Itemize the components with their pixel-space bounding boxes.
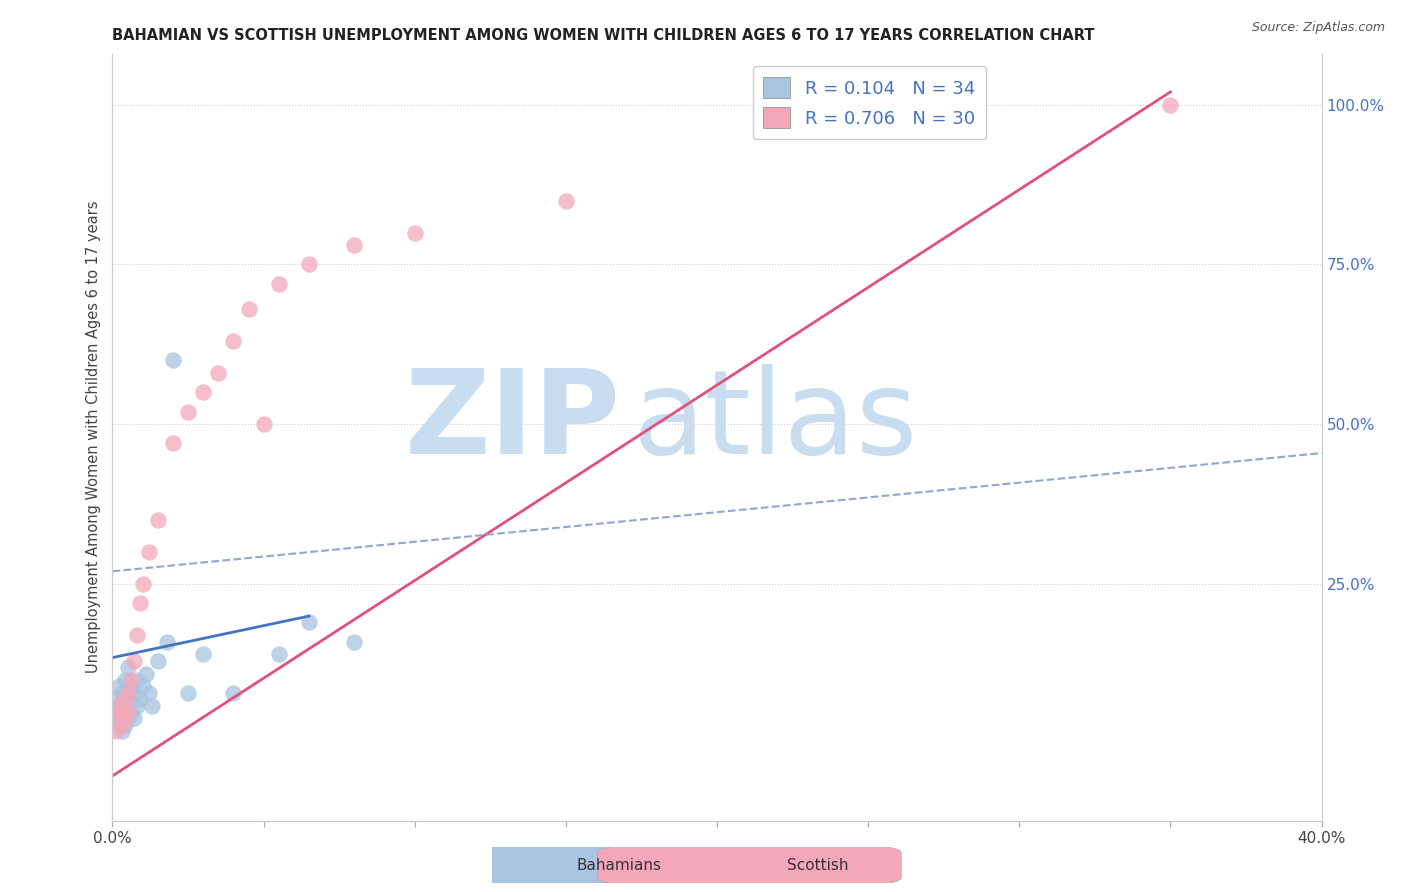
Point <box>138 545 160 559</box>
Point <box>120 673 142 687</box>
Point <box>114 692 136 706</box>
Point <box>267 648 290 662</box>
FancyBboxPatch shape <box>387 842 690 888</box>
Point <box>138 686 160 700</box>
Point <box>948 117 970 131</box>
Point <box>120 680 142 694</box>
Point <box>238 302 260 317</box>
Point <box>1159 97 1181 112</box>
Point <box>104 711 127 725</box>
Point <box>191 385 214 400</box>
Point <box>110 686 132 700</box>
Text: Source: ZipAtlas.com: Source: ZipAtlas.com <box>1251 21 1385 34</box>
Point <box>404 226 426 240</box>
Point <box>125 628 148 642</box>
Point <box>114 711 136 725</box>
Legend: R = 0.104   N = 34, R = 0.706   N = 30: R = 0.104 N = 34, R = 0.706 N = 30 <box>752 66 986 139</box>
Point <box>177 404 200 418</box>
Point <box>114 717 136 731</box>
Point <box>117 686 139 700</box>
Point <box>110 717 132 731</box>
Point <box>267 277 290 291</box>
Point <box>107 698 129 713</box>
Text: atlas: atlas <box>633 364 918 479</box>
Point <box>107 680 129 694</box>
Point <box>191 648 214 662</box>
Point <box>141 698 163 713</box>
Point <box>110 705 132 719</box>
Point <box>222 686 245 700</box>
Y-axis label: Unemployment Among Women with Children Ages 6 to 17 years: Unemployment Among Women with Children A… <box>86 201 101 673</box>
Point <box>114 692 136 706</box>
Point <box>135 666 157 681</box>
Point <box>122 686 145 700</box>
Point <box>132 680 155 694</box>
Point <box>110 724 132 739</box>
Point <box>162 436 184 450</box>
Point <box>117 686 139 700</box>
Point <box>104 692 127 706</box>
Point <box>162 353 184 368</box>
FancyBboxPatch shape <box>598 842 901 888</box>
Text: BAHAMIAN VS SCOTTISH UNEMPLOYMENT AMONG WOMEN WITH CHILDREN AGES 6 TO 17 YEARS C: BAHAMIAN VS SCOTTISH UNEMPLOYMENT AMONG … <box>112 28 1095 43</box>
Point <box>298 258 321 272</box>
Point <box>207 366 229 380</box>
Point <box>343 238 366 252</box>
Point <box>110 705 132 719</box>
Point <box>114 673 136 687</box>
Point <box>554 194 576 208</box>
Point <box>117 660 139 674</box>
Point <box>177 686 200 700</box>
Point <box>122 654 145 668</box>
Point <box>298 615 321 630</box>
Point <box>253 417 276 432</box>
Text: Bahamians: Bahamians <box>576 858 661 872</box>
Point <box>128 596 150 610</box>
Point <box>125 698 148 713</box>
Point <box>222 334 245 349</box>
Point <box>120 705 142 719</box>
Point <box>128 692 150 706</box>
Point <box>122 711 145 725</box>
Point <box>104 724 127 739</box>
Point <box>125 673 148 687</box>
Point <box>132 577 155 591</box>
Point <box>107 711 129 725</box>
Text: Scottish: Scottish <box>787 858 849 872</box>
Point <box>117 711 139 725</box>
Point <box>156 634 179 648</box>
Point <box>117 705 139 719</box>
Point <box>146 513 169 527</box>
Point <box>343 634 366 648</box>
Point <box>146 654 169 668</box>
Point <box>107 717 129 731</box>
Text: ZIP: ZIP <box>405 364 620 479</box>
Point <box>107 698 129 713</box>
